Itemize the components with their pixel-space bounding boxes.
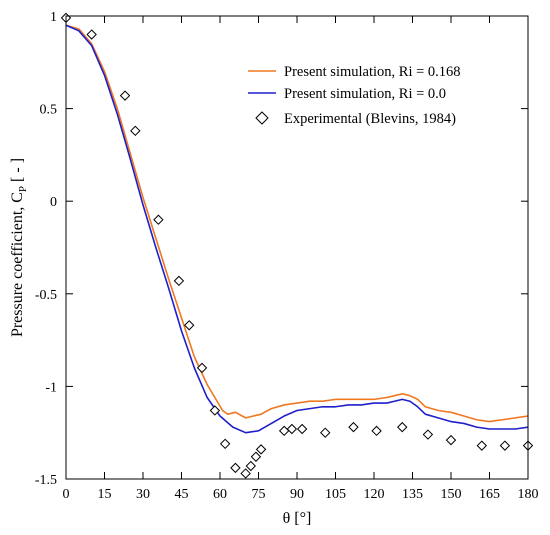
experimental-point [230, 462, 241, 474]
y-tick-label: 0.5 [40, 103, 58, 118]
experimental-point [476, 440, 488, 451]
x-tick-label: 180 [518, 487, 539, 502]
experimental-point [209, 405, 221, 416]
experimental-point [320, 427, 331, 438]
experimental-point [286, 423, 298, 435]
y-tick-label: -1 [45, 380, 57, 395]
experimental-point [348, 421, 359, 433]
experimental-point [296, 423, 308, 435]
y-tick-label: 0 [50, 195, 57, 210]
experimental-point [278, 425, 290, 437]
experimental-point [255, 444, 267, 455]
experimental-point [183, 320, 195, 331]
experimental-point [119, 90, 131, 101]
experimental-point [240, 468, 251, 479]
x-tick-label: 105 [325, 487, 346, 502]
legend-label-experimental: Experimental (Blevins, 1984) [284, 111, 456, 127]
y-axis-title-main: Pressure coefficient, C [9, 192, 26, 337]
y-tick-label: -0.5 [35, 288, 57, 303]
experimental-point [397, 421, 408, 433]
legend-label-ri-0168: Present simulation, Ri = 0.168 [284, 64, 461, 80]
x-tick-label: 75 [252, 487, 266, 502]
x-tick-label: 60 [213, 487, 227, 502]
legend: Present simulation, Ri = 0.168 Present s… [248, 64, 461, 127]
x-tick-label: 135 [402, 487, 423, 502]
y-tick-label: -1.5 [35, 473, 57, 488]
x-tick-label: 0 [63, 487, 70, 502]
series-layer [66, 24, 528, 434]
x-tick-label: 30 [136, 487, 150, 502]
x-tick-label: 90 [290, 487, 304, 502]
experimental-point [219, 438, 231, 450]
y-tick-label: 1 [50, 10, 57, 25]
x-tick-label: 45 [175, 487, 189, 502]
x-tick-label: 120 [364, 487, 385, 502]
experimental-point [499, 440, 511, 451]
x-tick-label: 165 [479, 487, 500, 502]
experimental-point [422, 429, 434, 440]
series-line-0 [66, 24, 528, 423]
x-tick-label: 150 [441, 487, 462, 502]
y-axis-title-unit: [ - ] [9, 158, 26, 186]
x-tick-label: 15 [98, 487, 112, 502]
series-line-1 [66, 24, 528, 434]
tick-layer: 0 15 30 45 60 75 90 105 120 135 150 165 180 1 0.5 0 -0.5… [35, 10, 539, 502]
experimental-point [445, 434, 457, 446]
y-axis-title: Pressure coefficient, CP [ - ] [9, 158, 29, 337]
experimental-point [130, 125, 141, 137]
experimental-point [196, 362, 208, 374]
legend-label-ri-00: Present simulation, Ri = 0.0 [284, 86, 446, 102]
experimental-point [153, 214, 164, 225]
y-axis-title-subscript: P [17, 186, 29, 192]
experimental-point [173, 275, 185, 287]
marker-layer [60, 12, 534, 479]
x-axis-title: θ [°] [283, 510, 312, 527]
experimental-point [250, 451, 262, 462]
experimental-point [86, 29, 97, 40]
experimental-point [371, 425, 382, 437]
legend-swatch-experimental-diamond [255, 111, 269, 125]
experimental-point [245, 460, 257, 472]
